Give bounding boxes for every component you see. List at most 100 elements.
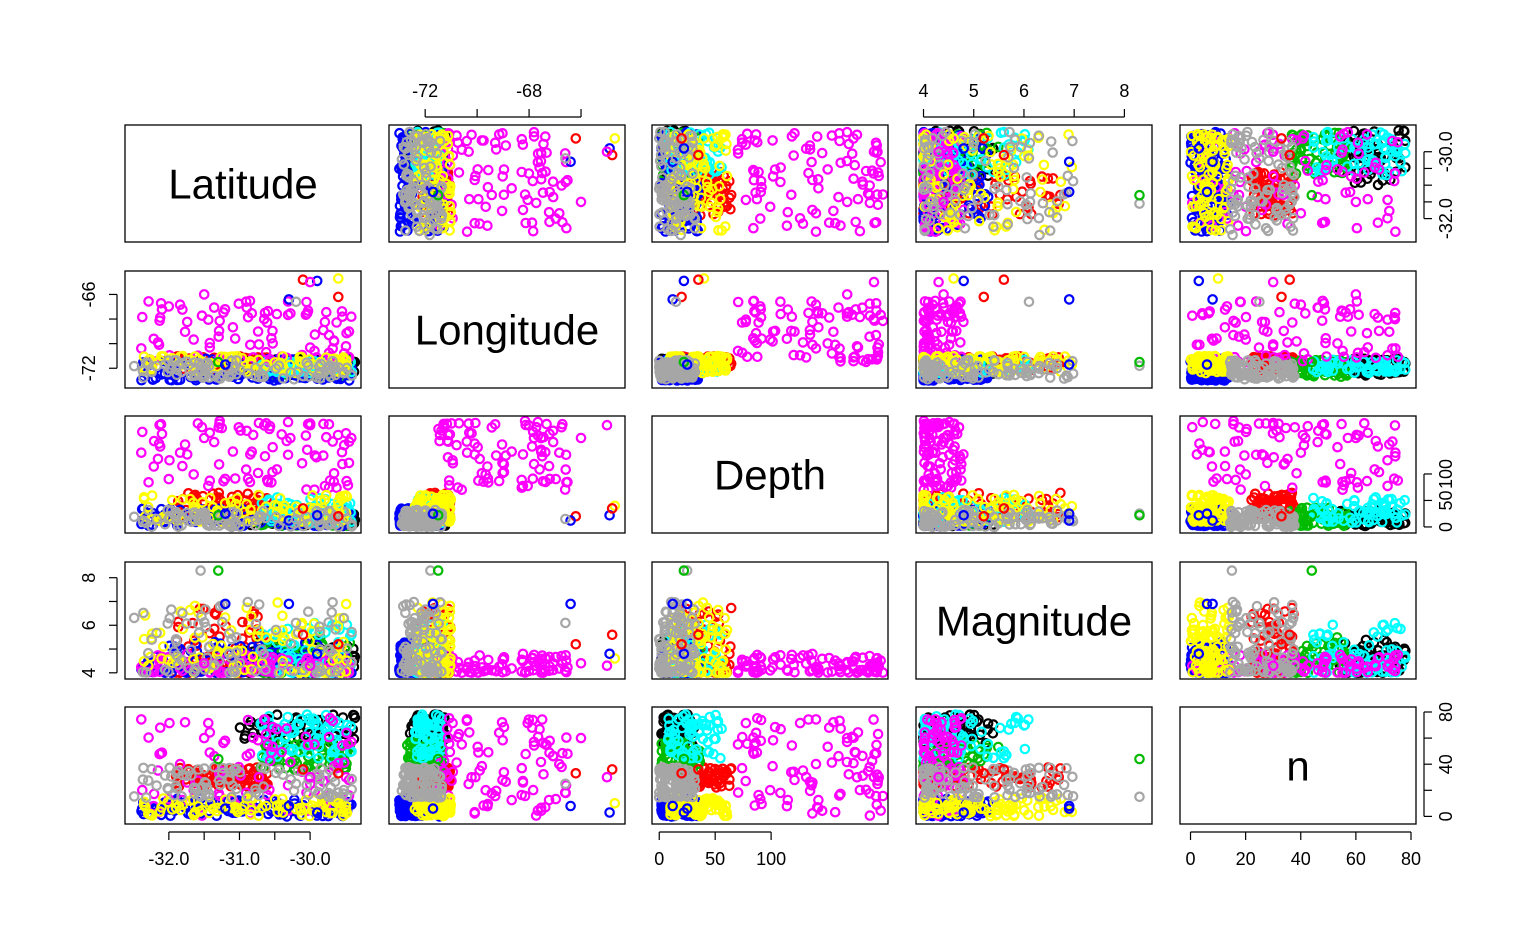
panel-lon-lat — [124, 270, 362, 389]
data-point — [748, 295, 760, 307]
data-point — [1034, 360, 1045, 372]
data-point — [978, 291, 990, 303]
data-point — [873, 170, 885, 182]
panel-lon-mag — [915, 270, 1153, 389]
data-point — [756, 181, 767, 193]
data-point — [702, 181, 713, 193]
data-point — [1344, 186, 1356, 198]
data-point — [705, 197, 717, 208]
data-point — [560, 176, 571, 188]
variable-label: Latitude — [168, 161, 317, 208]
data-point — [1201, 186, 1213, 198]
data-point — [1308, 131, 1319, 143]
data-point — [1134, 189, 1145, 201]
data-point — [1051, 212, 1063, 223]
data-point — [978, 133, 990, 144]
data-point — [406, 142, 418, 154]
data-point — [173, 359, 184, 371]
data-point — [871, 354, 883, 365]
data-point — [769, 325, 781, 337]
data-point — [654, 359, 665, 371]
data-point — [408, 175, 420, 187]
data-point — [290, 296, 302, 308]
data-point — [400, 225, 411, 236]
data-point — [767, 135, 778, 146]
data-point — [461, 226, 473, 237]
data-point — [1059, 200, 1071, 212]
data-point — [1361, 129, 1373, 140]
data-point — [841, 289, 853, 300]
data-point — [957, 190, 968, 202]
data-point — [674, 209, 686, 221]
data-point — [541, 147, 552, 158]
data-point — [932, 339, 943, 350]
data-point — [1009, 174, 1020, 186]
data-point — [769, 164, 781, 175]
data-point — [686, 130, 698, 141]
data-point — [924, 333, 936, 345]
data-point — [1227, 229, 1238, 241]
data-point — [785, 325, 797, 337]
data-point — [935, 208, 946, 220]
data-point — [958, 316, 969, 328]
panel-frame — [915, 270, 1153, 389]
data-point — [988, 354, 1000, 366]
data-point — [803, 167, 814, 179]
data-point — [804, 144, 816, 155]
data-point — [988, 366, 999, 378]
data-point — [1351, 173, 1362, 184]
data-point — [1022, 366, 1033, 378]
data-point — [834, 135, 845, 147]
data-point — [679, 200, 691, 212]
data-point — [1380, 158, 1391, 170]
data-point — [1382, 194, 1393, 206]
data-point — [320, 306, 332, 318]
data-point — [253, 371, 265, 383]
data-point — [1063, 156, 1075, 168]
data-point — [400, 170, 412, 182]
data-point — [720, 145, 732, 156]
data-point — [736, 133, 748, 145]
data-point — [137, 311, 148, 323]
data-point — [319, 316, 331, 328]
data-point — [958, 143, 969, 154]
data-point — [701, 176, 713, 188]
data-point — [984, 209, 995, 221]
data-point — [748, 174, 760, 186]
data-point — [943, 296, 955, 307]
panel-frame — [651, 270, 889, 389]
data-point — [975, 154, 986, 165]
data-point — [877, 189, 888, 200]
data-point — [948, 133, 959, 144]
data-point — [1002, 199, 1013, 210]
data-point — [807, 339, 818, 351]
data-point — [177, 304, 188, 315]
data-point — [922, 362, 933, 374]
data-point — [517, 204, 529, 216]
data-point — [404, 184, 416, 196]
panel-frame — [388, 270, 626, 389]
data-point — [1352, 137, 1364, 148]
data-point — [654, 155, 666, 167]
points-group — [918, 273, 1145, 386]
data-point — [850, 216, 861, 228]
data-point — [709, 141, 721, 152]
data-point — [848, 173, 859, 184]
data-point — [833, 191, 844, 203]
data-point — [806, 296, 817, 307]
data-point — [862, 188, 874, 199]
data-point — [1134, 360, 1145, 372]
data-point — [328, 336, 340, 347]
data-point — [920, 315, 931, 326]
data-point — [828, 205, 839, 217]
data-point — [963, 371, 975, 383]
data-point — [720, 180, 732, 192]
data-point — [560, 153, 571, 164]
data-point — [443, 151, 454, 162]
data-point — [933, 146, 944, 157]
points-group — [128, 273, 361, 386]
data-point — [1051, 358, 1063, 370]
data-point — [575, 196, 587, 208]
data-point — [1033, 356, 1044, 368]
data-point — [195, 360, 206, 372]
